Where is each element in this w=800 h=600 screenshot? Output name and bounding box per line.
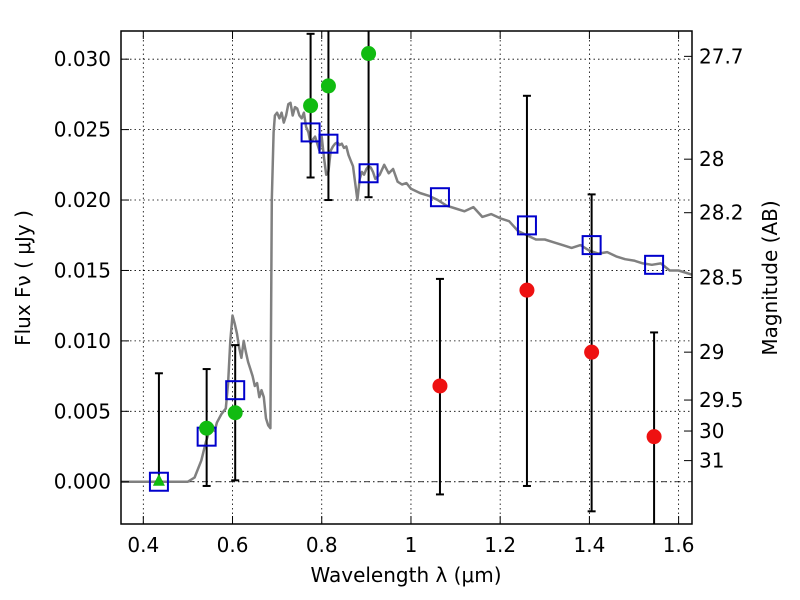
y-axis-title: Flux Fν ( μJy ) — [11, 210, 35, 346]
model-band-square — [148, 471, 169, 492]
mag-tick-label: 31 — [699, 449, 724, 473]
mag-tick-label: 27.7 — [699, 44, 744, 68]
y-tick-label: 0.010 — [54, 329, 111, 353]
y2-axis-title: Magnitude (AB) — [758, 200, 782, 355]
y-tick-label: 0.000 — [54, 470, 111, 494]
detection-point — [303, 98, 319, 114]
y-tick-label: 0.020 — [54, 188, 111, 212]
x-tick-label: 1.2 — [484, 533, 516, 557]
detection-point — [227, 405, 243, 421]
x-tick-label: 1 — [405, 533, 418, 557]
mag-tick-label: 28.5 — [699, 266, 744, 290]
y-tick-label: 0.030 — [54, 47, 111, 71]
detection-point — [361, 46, 377, 62]
x-tick-label: 0.6 — [217, 533, 249, 557]
model-band-square — [358, 163, 379, 184]
model-band-square — [318, 133, 339, 154]
x-tick-label: 1.6 — [663, 533, 695, 557]
weak-point — [646, 429, 662, 445]
weak-point — [584, 344, 600, 360]
x-tick-label: 0.4 — [127, 533, 159, 557]
mag-tick-label: 30 — [699, 419, 724, 443]
model-band-square — [225, 380, 246, 401]
detection-point — [199, 420, 215, 436]
y-tick-label: 0.025 — [54, 118, 111, 142]
x-tick-label: 0.8 — [306, 533, 338, 557]
model-band-square — [516, 215, 537, 236]
grid — [121, 31, 692, 524]
x-axis-title: Wavelength λ (μm) — [310, 563, 501, 587]
model-band-square — [300, 122, 321, 143]
mag-tick-label: 29 — [699, 340, 724, 364]
weak-point — [519, 282, 535, 298]
x-tick-label: 1.4 — [573, 533, 605, 557]
model-band-square — [644, 254, 665, 275]
model-band-square — [429, 187, 450, 208]
mag-tick-label: 29.5 — [699, 388, 744, 412]
detection-point — [320, 78, 336, 94]
mag-tick-label: 28 — [699, 147, 724, 171]
y-tick-label: 0.015 — [54, 258, 111, 282]
weak-point — [432, 378, 448, 394]
y-tick-label: 0.005 — [54, 399, 111, 423]
model-band-square — [581, 235, 602, 256]
ticks: 0.4 0.6 0.8 1 1.2 1.4 1.6 0.000 0.005 0.010 0.015 0… — [54, 31, 744, 557]
errorbar-layer — [148, 31, 665, 524]
upper-limit-marker — [152, 473, 165, 486]
mag-tick-label: 28.2 — [699, 201, 744, 225]
